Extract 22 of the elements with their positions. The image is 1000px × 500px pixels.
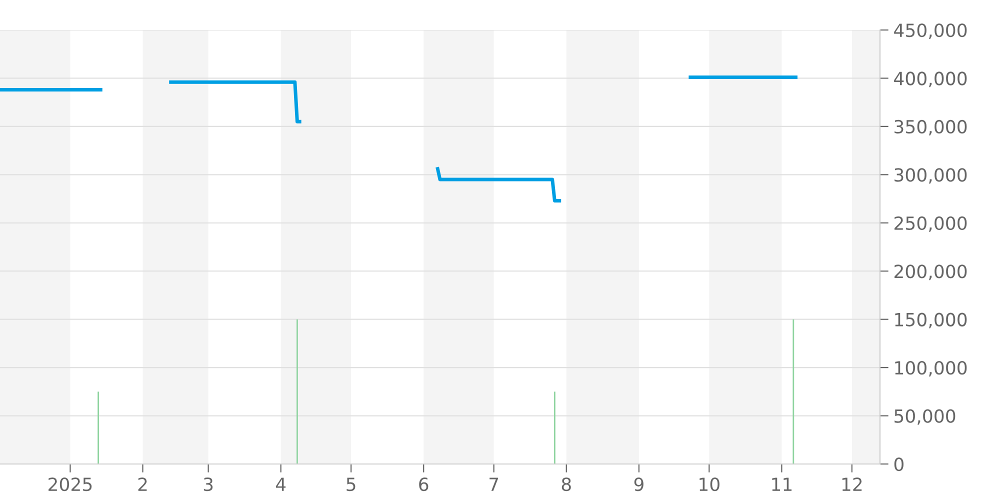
x-tick-label: 2025 xyxy=(48,478,92,492)
x-tick-label: 5 xyxy=(346,478,356,492)
y-tick-label: 150,000 xyxy=(895,312,967,328)
y-tick-label: 200,000 xyxy=(894,264,967,280)
y-tick-label: 50,000 xyxy=(894,409,956,425)
x-tick-label: 12 xyxy=(842,478,862,491)
x-tick-label: 8 xyxy=(562,478,571,492)
y-tick-label: 450,000 xyxy=(894,23,967,39)
y-tick-label: 350,000 xyxy=(894,120,967,136)
y-tick-label: 400,000 xyxy=(894,72,967,88)
x-tick-label: 10 xyxy=(700,478,720,492)
y-tick-label: 300,000 xyxy=(894,168,967,184)
x-tick-label: 7 xyxy=(490,478,498,491)
x-tick-label: 3 xyxy=(204,478,213,492)
x-tick-label: 4 xyxy=(276,478,286,491)
x-tick-label: 11 xyxy=(772,478,792,491)
x-tick-label: 2 xyxy=(138,478,147,491)
x-tick-label: 9 xyxy=(634,478,644,492)
y-tick-label: 250,000 xyxy=(894,216,967,232)
x-tick-label: 6 xyxy=(419,478,428,492)
y-tick-label: 100,000 xyxy=(895,361,967,377)
y-tick-label: 0 xyxy=(894,457,904,472)
